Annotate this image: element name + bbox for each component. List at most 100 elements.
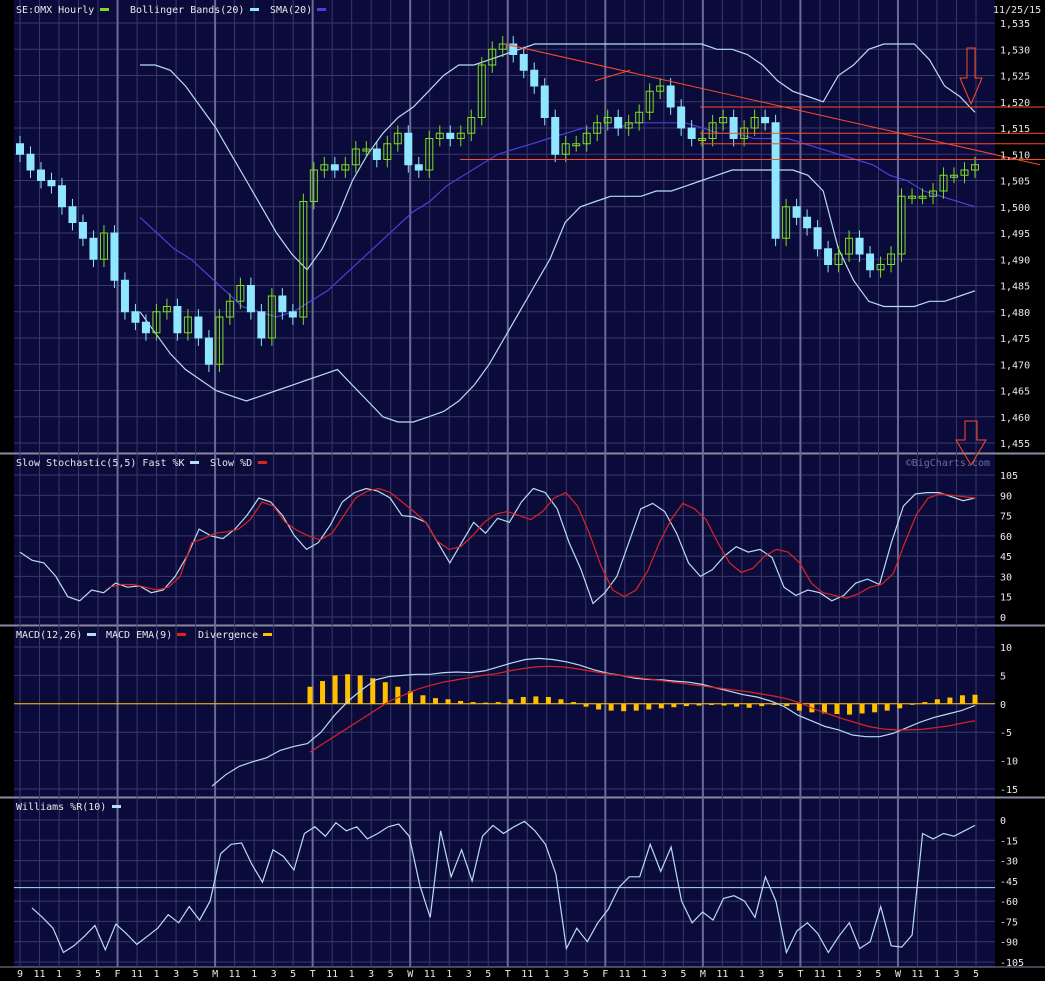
candle-up (572, 143, 581, 147)
legend-slow-d: Slow %D (210, 458, 252, 469)
y-tick-label: 1,510 (1000, 150, 1030, 161)
candle-up (183, 316, 192, 334)
y-tick-label: 90 (1000, 491, 1012, 502)
candle-up (950, 174, 959, 178)
x-tick-label: 3 (76, 969, 82, 980)
divergence-bar (796, 703, 802, 711)
divergence-bar (834, 703, 840, 715)
x-tick-label: 1 (739, 969, 745, 980)
legend-swatch (87, 633, 96, 636)
chart-date: 11/25/15 (993, 5, 1041, 16)
candle-down (26, 153, 35, 171)
candle-down (855, 237, 864, 255)
divergence-bar (583, 703, 589, 707)
y-tick-label: 1,525 (1000, 72, 1030, 83)
divergence-bar (821, 703, 827, 714)
candle-up (708, 122, 717, 139)
macd-legend: MACD(12,26) MACD EMA(9) Divergence (16, 630, 272, 641)
divergence-bar (420, 695, 426, 704)
divergence-bar (847, 703, 853, 715)
divergence-bar (320, 681, 326, 704)
candle-down (141, 321, 150, 334)
y-tick-label: 1,515 (1000, 124, 1030, 135)
x-tick-label: 1 (56, 969, 62, 980)
y-tick-label: 75 (1000, 512, 1012, 523)
x-tick-label: F (115, 969, 121, 980)
y-tick-label: 1,500 (1000, 203, 1030, 214)
divergence-bar (784, 703, 790, 707)
candle-up (320, 164, 329, 171)
y-tick-label: 1,490 (1000, 255, 1030, 266)
x-tick-label: M (700, 969, 706, 980)
divergence-bar (922, 702, 928, 704)
divergence-bar (734, 703, 740, 707)
legend-swatch (263, 633, 272, 636)
x-tick-label: 11 (814, 969, 826, 980)
divergence-bar (345, 674, 351, 704)
candle-up (236, 285, 245, 302)
williams-plot (14, 820, 995, 955)
legend-bollinger: Bollinger Bands(20) (130, 5, 244, 16)
candle-up (887, 253, 896, 265)
candle-down (16, 143, 24, 155)
divergence-bar (746, 703, 752, 708)
y-tick-label: 1,495 (1000, 229, 1030, 240)
legend-sma: SMA(20) (270, 5, 312, 16)
legend-swatch (112, 805, 121, 808)
candle-down (509, 43, 518, 55)
macd-ema-line (309, 665, 976, 753)
candle-down (288, 311, 297, 318)
divergence-bar (709, 703, 715, 705)
x-tick-label: F (602, 969, 608, 980)
candle-up (845, 237, 854, 255)
y-tick-label: -5 (1000, 728, 1012, 739)
y-tick-label: 1,460 (1000, 413, 1030, 424)
candle-up (635, 111, 644, 124)
divergence-bar (959, 695, 965, 704)
y-tick-label: 1,520 (1000, 98, 1030, 109)
candle-down (729, 117, 738, 139)
macd-line (211, 657, 976, 787)
candle-up (645, 90, 654, 113)
candle-up (750, 117, 759, 129)
candle-down (824, 248, 833, 265)
candle-down (687, 127, 696, 139)
trendline-descending (504, 43, 1041, 166)
bollinger-lower-line (139, 169, 976, 423)
x-tick-label: 3 (758, 969, 764, 980)
x-tick-label: T (310, 969, 316, 980)
candle-down (57, 185, 66, 208)
williams-line (31, 820, 976, 955)
candle-down (404, 132, 413, 166)
down-arrow-icon (955, 420, 987, 466)
x-tick-label: 5 (875, 969, 881, 980)
x-tick-label: 11 (424, 969, 436, 980)
candle-down (771, 122, 780, 239)
divergence-bar (934, 699, 940, 704)
candle-down (204, 337, 213, 365)
x-tick-label: 3 (953, 969, 959, 980)
y-tick-label: 30 (1000, 572, 1012, 583)
x-tick-label: 11 (131, 969, 143, 980)
x-tick-label: 3 (271, 969, 277, 980)
divergence-bar (872, 703, 878, 713)
candle-up (698, 138, 707, 141)
y-tick-label: 1,475 (1000, 334, 1030, 345)
down-arrow-icon (959, 47, 983, 106)
y-tick-label: -90 (1000, 938, 1018, 949)
candle-down (194, 316, 203, 339)
x-tick-label: T (797, 969, 803, 980)
stochastic-panel (14, 455, 995, 625)
divergence-bar (458, 700, 464, 704)
candle-up (656, 85, 665, 92)
legend-swatch (250, 8, 259, 11)
x-tick-label: 11 (911, 969, 923, 980)
x-tick-label: 1 (836, 969, 842, 980)
candle-down (803, 216, 812, 229)
x-tick-label: 1 (251, 969, 257, 980)
candle-up (299, 201, 308, 318)
y-tick-label: 0 (1000, 816, 1006, 827)
candle-down (530, 69, 539, 87)
legend-swatch (177, 633, 186, 636)
